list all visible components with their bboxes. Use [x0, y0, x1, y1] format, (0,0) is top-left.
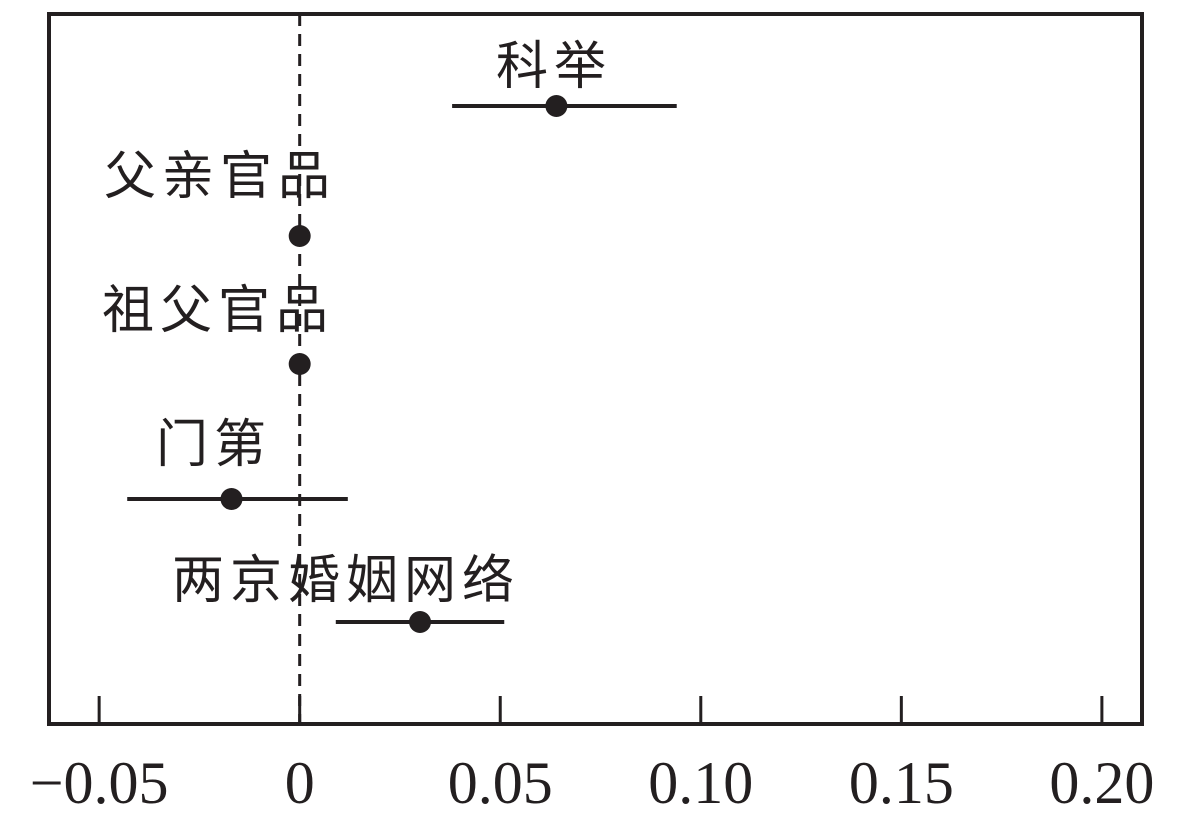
- estimate-point: [409, 611, 432, 633]
- estimate-row: 祖父官品: [102, 281, 334, 375]
- x-tick-label: 0.10: [648, 750, 753, 816]
- category-label: 门第: [156, 415, 272, 475]
- category-label: 科举: [496, 37, 612, 97]
- x-tick-label: 0: [285, 750, 315, 816]
- estimate-row: 父亲官品: [104, 147, 336, 247]
- estimate-point: [220, 488, 243, 510]
- estimate-point: [545, 95, 568, 117]
- estimate-point: [288, 225, 311, 247]
- x-tick-label: 0.15: [849, 750, 954, 816]
- x-axis-tick-labels: −0.05 0 0.05 0.10 0.15 0.20: [30, 750, 1155, 816]
- category-label: 父亲官品: [104, 147, 336, 207]
- estimate-row: 门第: [127, 415, 348, 510]
- estimate-row: 科举: [452, 37, 677, 117]
- x-tick-label: 0.20: [1049, 750, 1154, 816]
- estimate-row: 两京婚姻网络: [172, 551, 520, 633]
- plot-frame: [47, 12, 1144, 726]
- estimate-point: [288, 353, 311, 375]
- x-axis-ticks: [97, 696, 1104, 724]
- x-tick-label: 0.05: [448, 750, 553, 816]
- category-label: 两京婚姻网络: [172, 551, 520, 611]
- x-tick-label: −0.05: [30, 750, 169, 816]
- category-label: 祖父官品: [102, 281, 334, 341]
